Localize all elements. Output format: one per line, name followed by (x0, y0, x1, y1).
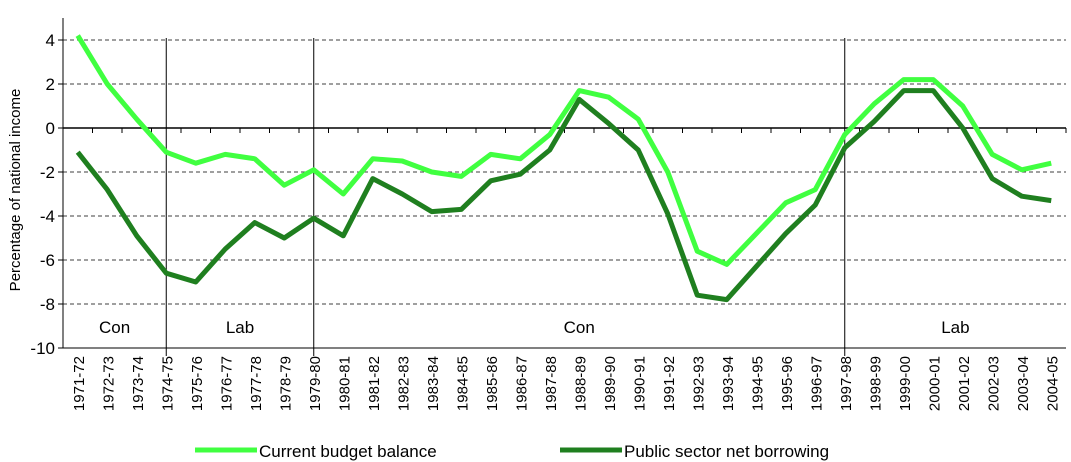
y-tick-label: 4 (46, 31, 55, 50)
x-tick-label: 1993-94 (720, 356, 737, 411)
x-tick-label: 1987-88 (543, 356, 560, 411)
x-tick-label: 2004-05 (1044, 356, 1061, 411)
x-tick-label: 1982-83 (395, 356, 412, 411)
x-tick-label: 1981-82 (366, 356, 383, 411)
x-tick-label: 1997-98 (838, 356, 855, 411)
x-tick-label: 1995-96 (779, 356, 796, 411)
series-line (75, 88, 1052, 303)
y-tick-label: -8 (40, 295, 55, 314)
x-tick-label: 1992-93 (690, 356, 707, 411)
y-tick-label: -2 (40, 163, 55, 182)
x-tick-label: 1998-99 (867, 356, 884, 411)
period-label: Lab (226, 318, 254, 337)
x-tick-label: 1976-77 (218, 356, 235, 411)
x-tick-label: 1988-89 (572, 356, 589, 411)
y-tick-label: 0 (46, 119, 55, 138)
x-tick-label: 1991-92 (661, 356, 678, 411)
legend-label: Public sector net borrowing (624, 442, 829, 461)
x-tick-label: 1971-72 (71, 356, 88, 411)
x-tick-label: 1989-90 (602, 356, 619, 411)
x-tick-label: 1979-80 (307, 356, 324, 411)
period-label: Con (99, 318, 130, 337)
x-tick-label: 1975-76 (189, 356, 206, 411)
x-tick-label: 1980-81 (336, 356, 353, 411)
x-tick-label: 1996-97 (808, 356, 825, 411)
x-tick-label: 1972-73 (100, 356, 117, 411)
x-tick-label: 1974-75 (159, 356, 176, 411)
x-tick-label: 1985-86 (484, 356, 501, 411)
x-tick-label: 2003-04 (1015, 356, 1032, 411)
y-tick-label: -6 (40, 251, 55, 270)
x-tick-label: 1994-95 (749, 356, 766, 411)
series-line (75, 34, 1052, 267)
x-tick-label: 1978-79 (277, 356, 294, 411)
x-tick-label: 1984-85 (454, 356, 471, 411)
y-axis-label: Percentage of national income (7, 89, 24, 292)
y-tick-label: 2 (46, 75, 55, 94)
y-tick-label: -10 (30, 339, 55, 358)
x-tick-label: 1990-91 (631, 356, 648, 411)
period-label: Lab (941, 318, 969, 337)
x-tick-label: 2002-03 (985, 356, 1002, 411)
x-tick-label: 1986-87 (513, 356, 530, 411)
x-tick-label: 2001-02 (956, 356, 973, 411)
period-label: Con (564, 318, 595, 337)
legend-label: Current budget balance (259, 442, 437, 461)
x-tick-label: 1999-00 (897, 356, 914, 411)
x-tick-label: 1977-78 (248, 356, 265, 411)
y-tick-label: -4 (40, 207, 55, 226)
x-tick-label: 2000-01 (926, 356, 943, 411)
x-tick-label: 1983-84 (425, 356, 442, 411)
x-tick-label: 1973-74 (130, 356, 147, 411)
